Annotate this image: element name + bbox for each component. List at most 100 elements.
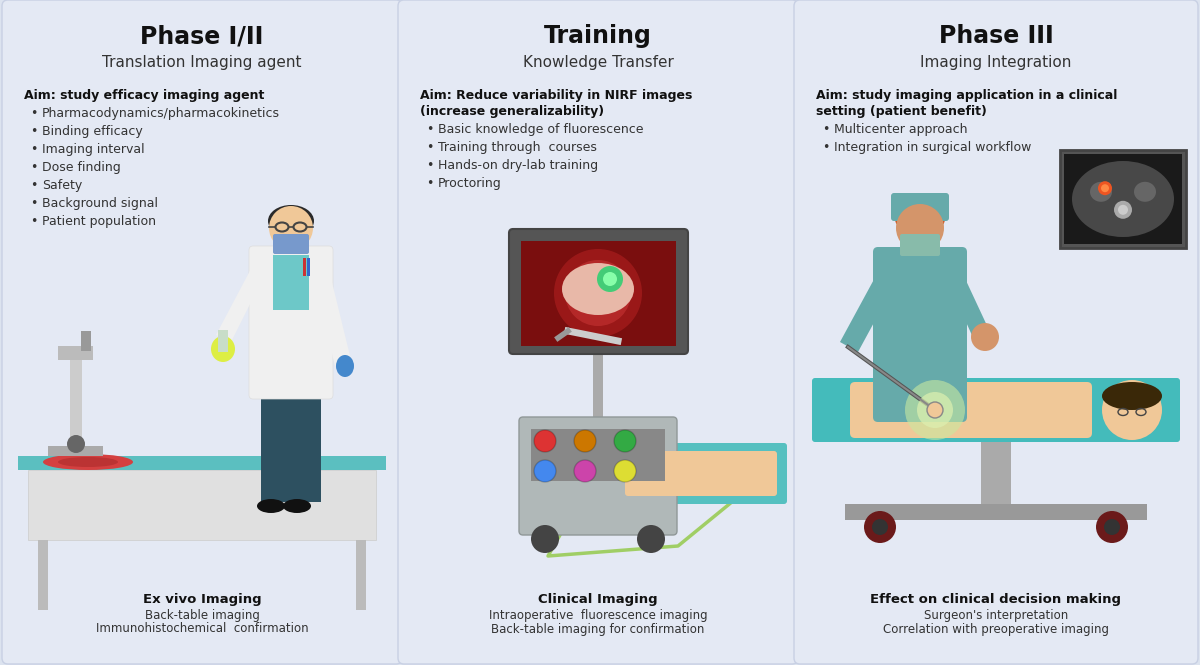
Circle shape bbox=[574, 460, 596, 482]
Circle shape bbox=[1098, 181, 1112, 196]
Polygon shape bbox=[948, 272, 990, 342]
Ellipse shape bbox=[1102, 382, 1162, 410]
Circle shape bbox=[269, 206, 313, 250]
Bar bbox=[58, 346, 94, 360]
FancyBboxPatch shape bbox=[625, 451, 778, 496]
FancyBboxPatch shape bbox=[616, 443, 787, 504]
Text: Back-table imaging for confirmation: Back-table imaging for confirmation bbox=[491, 622, 704, 636]
Text: •: • bbox=[30, 180, 37, 192]
Text: Back-table imaging: Back-table imaging bbox=[144, 608, 259, 622]
Bar bbox=[70, 356, 82, 451]
Circle shape bbox=[604, 272, 617, 286]
FancyBboxPatch shape bbox=[274, 255, 310, 310]
FancyBboxPatch shape bbox=[890, 193, 949, 221]
Circle shape bbox=[1114, 201, 1132, 219]
Text: (increase generalizability): (increase generalizability) bbox=[420, 104, 604, 118]
Text: Intraoperative  fluorescence imaging: Intraoperative fluorescence imaging bbox=[488, 608, 707, 622]
Text: Phase I/II: Phase I/II bbox=[140, 24, 264, 48]
Text: •: • bbox=[30, 144, 37, 156]
Text: Imaging interval: Imaging interval bbox=[42, 144, 145, 156]
Circle shape bbox=[614, 460, 636, 482]
Ellipse shape bbox=[257, 499, 286, 513]
Circle shape bbox=[896, 204, 944, 252]
Ellipse shape bbox=[1072, 161, 1174, 237]
Bar bbox=[307, 258, 310, 276]
Ellipse shape bbox=[211, 336, 235, 362]
Circle shape bbox=[1104, 519, 1120, 535]
Circle shape bbox=[534, 430, 556, 452]
Text: Effect on clinical decision making: Effect on clinical decision making bbox=[870, 593, 1122, 606]
FancyBboxPatch shape bbox=[1060, 150, 1186, 248]
Text: •: • bbox=[426, 176, 433, 190]
Text: Ex vivo Imaging: Ex vivo Imaging bbox=[143, 593, 262, 606]
Bar bbox=[82, 331, 91, 351]
Bar bbox=[48, 446, 103, 456]
Text: Aim: Reduce variability in NIRF images: Aim: Reduce variability in NIRF images bbox=[420, 90, 692, 102]
Text: Translation Imaging agent: Translation Imaging agent bbox=[102, 55, 301, 70]
Text: Integration in surgical workflow: Integration in surgical workflow bbox=[834, 140, 1031, 154]
Circle shape bbox=[928, 402, 943, 418]
Text: Binding efficacy: Binding efficacy bbox=[42, 126, 143, 138]
Text: Background signal: Background signal bbox=[42, 198, 158, 211]
Circle shape bbox=[530, 525, 559, 553]
Text: •: • bbox=[822, 140, 829, 154]
FancyBboxPatch shape bbox=[812, 378, 1180, 442]
Text: Knowledge Transfer: Knowledge Transfer bbox=[522, 55, 673, 70]
Text: setting (patient benefit): setting (patient benefit) bbox=[816, 104, 986, 118]
Circle shape bbox=[574, 430, 596, 452]
Text: Clinical Imaging: Clinical Imaging bbox=[538, 593, 658, 606]
FancyBboxPatch shape bbox=[28, 470, 376, 540]
FancyBboxPatch shape bbox=[530, 429, 665, 481]
Bar bbox=[218, 330, 228, 352]
Text: •: • bbox=[426, 122, 433, 136]
Ellipse shape bbox=[562, 263, 634, 315]
Text: Multicenter approach: Multicenter approach bbox=[834, 122, 967, 136]
Ellipse shape bbox=[336, 355, 354, 377]
Text: Correlation with preoperative imaging: Correlation with preoperative imaging bbox=[883, 622, 1109, 636]
Text: •: • bbox=[30, 215, 37, 229]
Text: Imaging Integration: Imaging Integration bbox=[920, 55, 1072, 70]
Text: Immunohistochemical  confirmation: Immunohistochemical confirmation bbox=[96, 622, 308, 636]
Polygon shape bbox=[216, 265, 266, 342]
FancyBboxPatch shape bbox=[250, 246, 334, 399]
FancyBboxPatch shape bbox=[521, 241, 676, 346]
Circle shape bbox=[576, 271, 620, 315]
Circle shape bbox=[1102, 184, 1109, 192]
Text: Aim: study imaging application in a clinical: Aim: study imaging application in a clin… bbox=[816, 90, 1117, 102]
Circle shape bbox=[637, 525, 665, 553]
Text: Hands-on dry-lab training: Hands-on dry-lab training bbox=[438, 158, 598, 172]
Ellipse shape bbox=[895, 204, 946, 234]
FancyBboxPatch shape bbox=[398, 0, 798, 664]
Circle shape bbox=[971, 323, 998, 351]
FancyBboxPatch shape bbox=[850, 382, 1092, 438]
Bar bbox=[982, 439, 1010, 509]
Ellipse shape bbox=[268, 205, 314, 237]
Circle shape bbox=[872, 519, 888, 535]
Text: Pharmacodynamics/pharmacokinetics: Pharmacodynamics/pharmacokinetics bbox=[42, 108, 280, 120]
Text: •: • bbox=[30, 126, 37, 138]
Text: Safety: Safety bbox=[42, 180, 83, 192]
Text: •: • bbox=[426, 158, 433, 172]
Circle shape bbox=[614, 430, 636, 452]
Text: •: • bbox=[426, 140, 433, 154]
Ellipse shape bbox=[283, 499, 311, 513]
Bar bbox=[302, 258, 306, 276]
FancyBboxPatch shape bbox=[520, 417, 677, 535]
Bar bbox=[593, 350, 604, 425]
Text: •: • bbox=[822, 122, 829, 136]
Ellipse shape bbox=[58, 457, 118, 467]
Circle shape bbox=[917, 392, 953, 428]
Text: Aim: study efficacy imaging agent: Aim: study efficacy imaging agent bbox=[24, 90, 264, 102]
Bar bbox=[356, 540, 366, 610]
Ellipse shape bbox=[1090, 182, 1112, 201]
Circle shape bbox=[1102, 380, 1162, 440]
Circle shape bbox=[1096, 511, 1128, 543]
Polygon shape bbox=[313, 270, 352, 366]
Text: •: • bbox=[30, 162, 37, 174]
FancyBboxPatch shape bbox=[18, 456, 386, 470]
Text: Surgeon's interpretation: Surgeon's interpretation bbox=[924, 608, 1068, 622]
Circle shape bbox=[598, 266, 623, 292]
Circle shape bbox=[554, 249, 642, 337]
FancyBboxPatch shape bbox=[1064, 154, 1182, 244]
Text: Dose finding: Dose finding bbox=[42, 162, 121, 174]
